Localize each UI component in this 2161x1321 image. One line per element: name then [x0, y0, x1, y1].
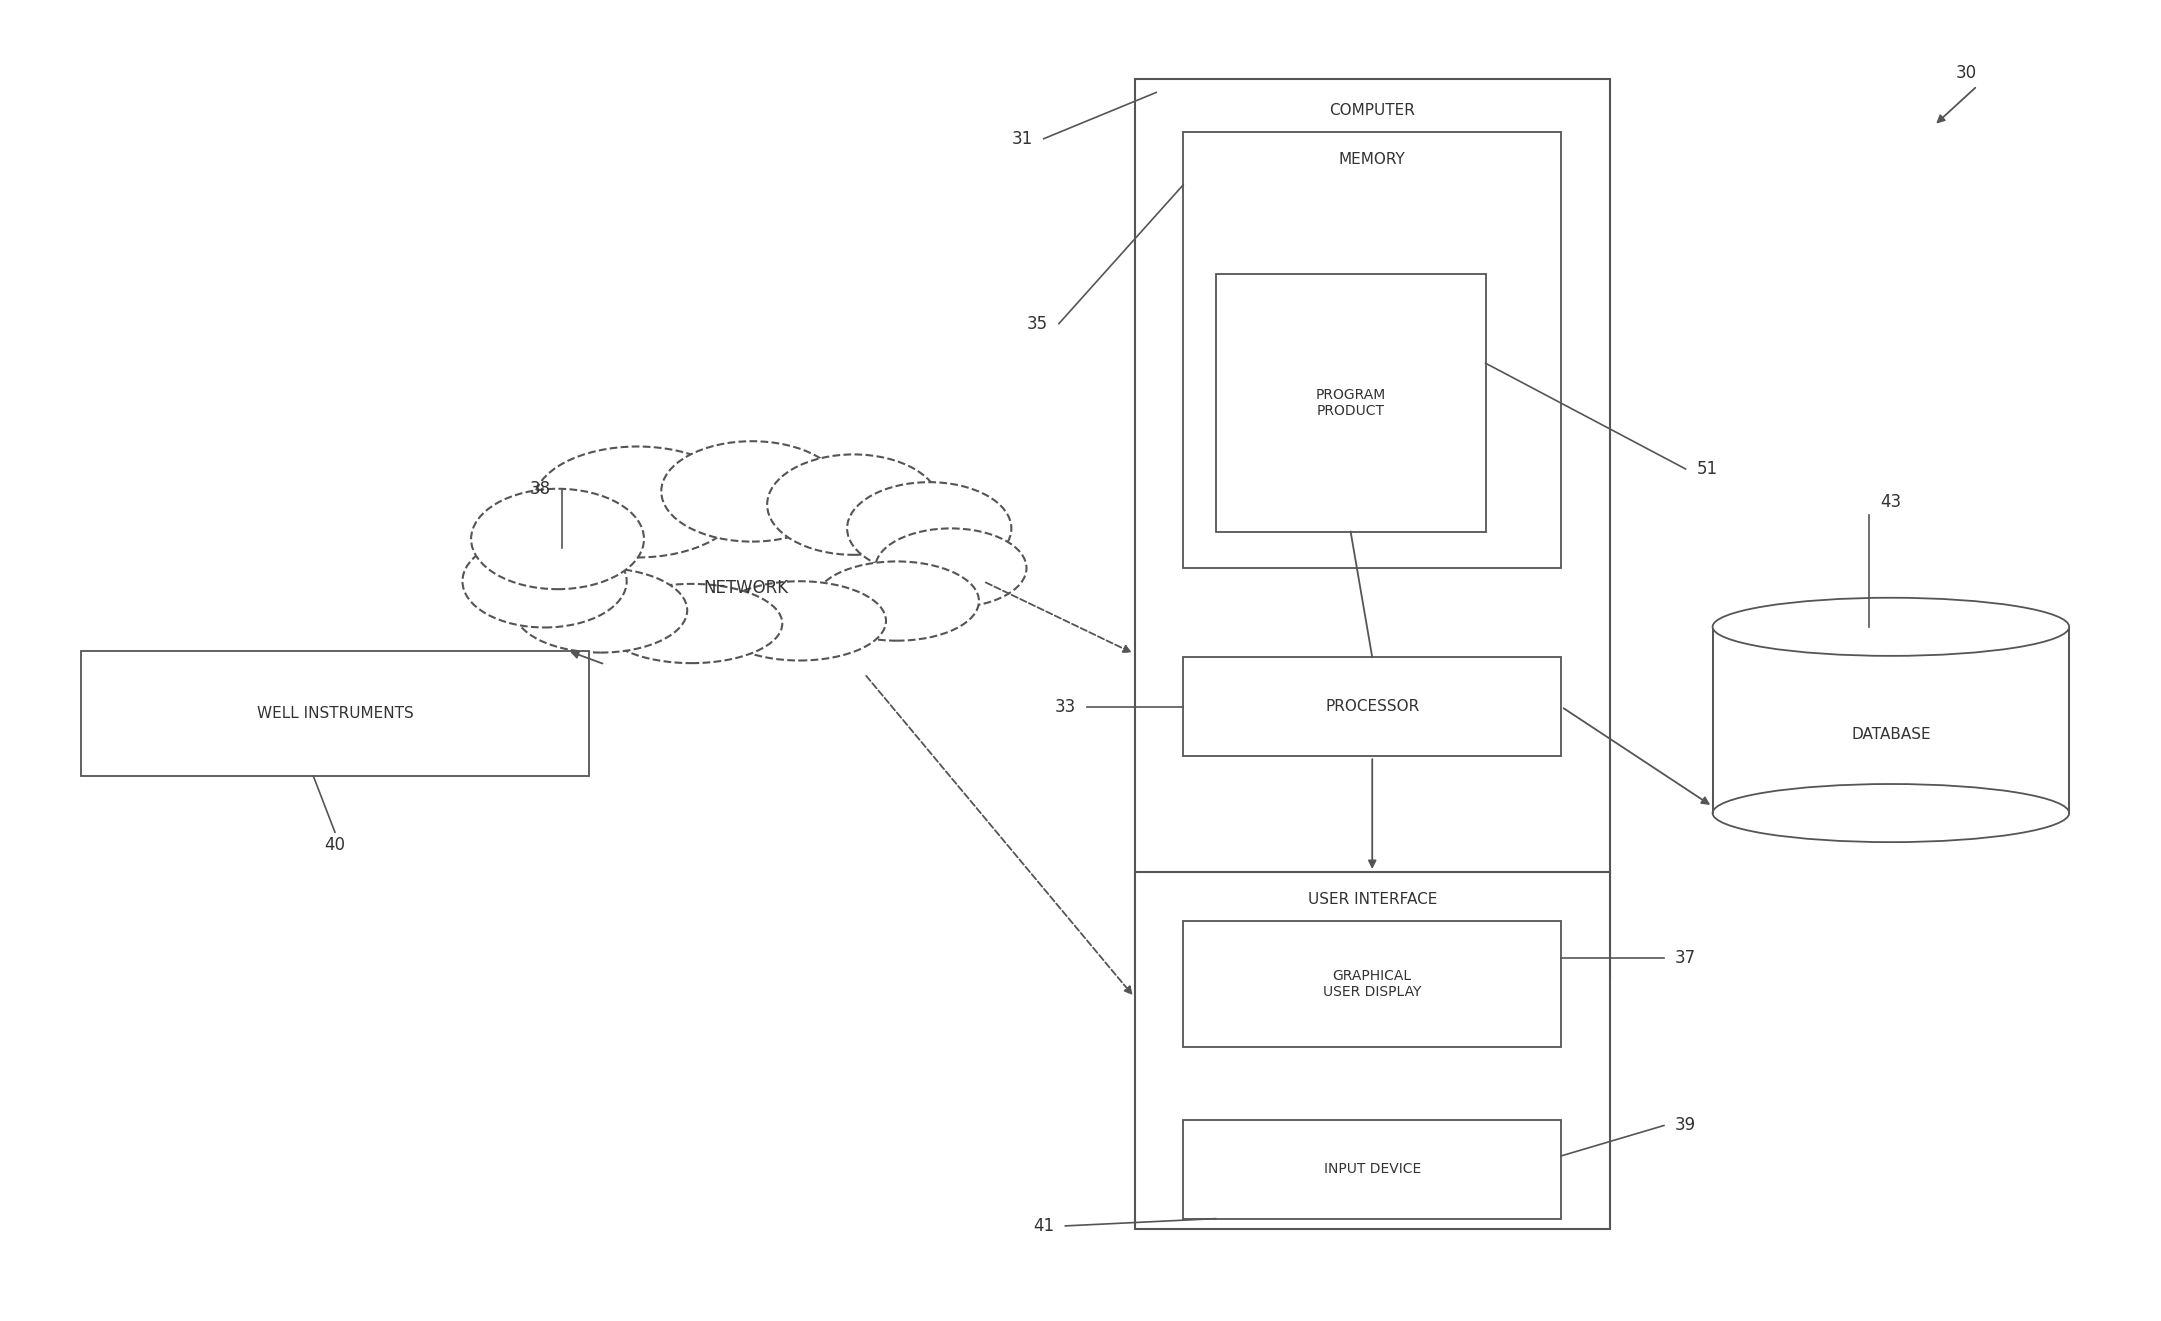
Text: 30: 30 [1956, 63, 1977, 82]
Text: 40: 40 [324, 836, 346, 855]
Text: DATABASE: DATABASE [1852, 727, 1930, 742]
Text: USER INTERFACE: USER INTERFACE [1307, 892, 1437, 906]
Text: PROCESSOR: PROCESSOR [1325, 699, 1420, 715]
Ellipse shape [1712, 597, 2068, 657]
Ellipse shape [1712, 783, 2068, 843]
Bar [1712, 626, 2070, 812]
Bar [1184, 132, 1560, 568]
Text: PROGRAM
PRODUCT: PROGRAM PRODUCT [1316, 388, 1385, 417]
Text: WELL INSTRUMENTS: WELL INSTRUMENTS [257, 705, 413, 721]
Text: 39: 39 [1675, 1116, 1696, 1135]
Text: INPUT DEVICE: INPUT DEVICE [1323, 1162, 1422, 1176]
Bar [1184, 922, 1560, 1046]
Bar [1135, 79, 1610, 978]
Ellipse shape [534, 446, 741, 557]
Text: MEMORY: MEMORY [1340, 152, 1405, 166]
Ellipse shape [601, 584, 782, 663]
Text: COMPUTER: COMPUTER [1329, 103, 1415, 118]
Text: 33: 33 [1055, 697, 1076, 716]
Ellipse shape [462, 535, 627, 627]
Ellipse shape [767, 454, 940, 555]
Text: 31: 31 [1011, 129, 1033, 148]
Bar [1184, 1119, 1560, 1218]
Text: GRAPHICAL
USER DISPLAY: GRAPHICAL USER DISPLAY [1323, 970, 1422, 999]
Text: 37: 37 [1675, 948, 1696, 967]
Ellipse shape [514, 568, 687, 653]
Ellipse shape [713, 581, 886, 660]
Text: 35: 35 [1026, 314, 1048, 333]
Ellipse shape [815, 561, 979, 641]
Text: 43: 43 [1880, 493, 1902, 511]
Text: 41: 41 [1033, 1217, 1055, 1235]
Ellipse shape [875, 528, 1026, 608]
Ellipse shape [661, 441, 843, 542]
Text: NETWORK: NETWORK [702, 579, 789, 597]
Ellipse shape [471, 489, 644, 589]
Ellipse shape [847, 482, 1011, 575]
Text: 51: 51 [1696, 460, 1718, 478]
Bar [1184, 657, 1560, 756]
Text: 38: 38 [529, 480, 551, 498]
Bar [1135, 872, 1610, 1229]
Bar [1214, 275, 1487, 532]
Bar [82, 650, 588, 775]
